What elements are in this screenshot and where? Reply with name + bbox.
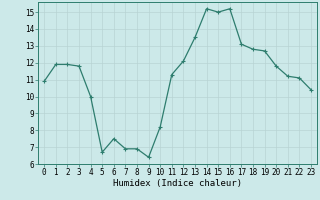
X-axis label: Humidex (Indice chaleur): Humidex (Indice chaleur) [113, 179, 242, 188]
